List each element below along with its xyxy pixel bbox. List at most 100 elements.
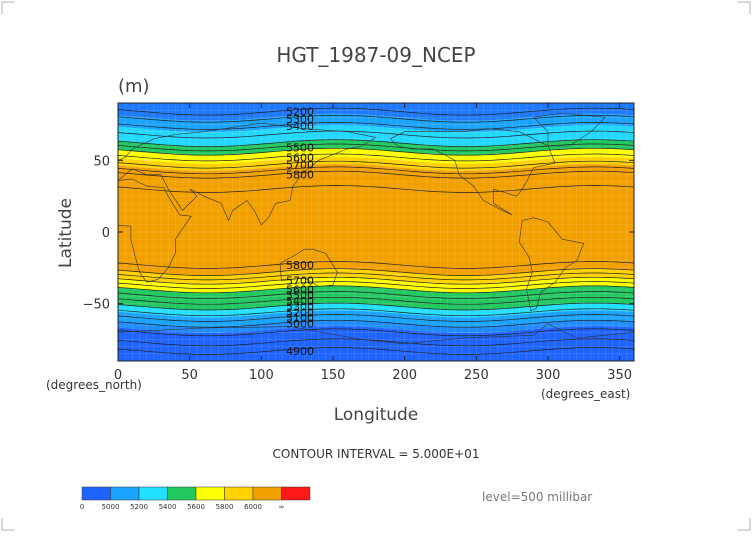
- y-axis-ticks: 50 0 −50: [83, 154, 634, 313]
- contour-line: [118, 347, 634, 355]
- colorbar-swatch: [138, 486, 168, 501]
- contour-line: [118, 314, 634, 322]
- x-tick-label: 50: [181, 368, 198, 383]
- colorbar-label: 0: [80, 503, 84, 511]
- contour-label: 5500: [286, 289, 314, 302]
- continent-outline: [390, 128, 556, 216]
- chart-title: HGT_1987-09_NCEP: [276, 43, 475, 67]
- contour-line: [118, 296, 634, 305]
- colorbar-swatch: [167, 486, 197, 501]
- colorbar-swatch: [195, 486, 225, 501]
- contour-label: 5300: [286, 301, 314, 314]
- contour-line: [118, 122, 634, 130]
- contour-label: 5200: [286, 306, 314, 319]
- color-band: [118, 125, 634, 147]
- contour-label: 4900: [286, 345, 314, 358]
- color-band: [118, 156, 634, 171]
- colorbar-label: 6000: [244, 503, 262, 511]
- x-tick-label: 100: [249, 368, 274, 383]
- x-axis-label: Longitude: [334, 405, 419, 425]
- contour-label: 5000: [286, 318, 314, 331]
- colorbar-swatch: [252, 486, 282, 501]
- contour-label: 5600: [286, 283, 314, 296]
- colorbar-swatch: [110, 486, 140, 501]
- color-band: [118, 171, 634, 276]
- y-axis-label: Latitude: [56, 198, 76, 268]
- color-band: [118, 320, 634, 333]
- contour-line: [118, 281, 634, 289]
- contour-label: 5300: [286, 113, 314, 126]
- contour-labels: 5200530054005500560057005800580057005600…: [286, 106, 314, 358]
- contour-line: [118, 261, 634, 269]
- x-axis-ticks: 0 50 100 150 200 250 300 350: [114, 103, 632, 383]
- colorbar-swatch: [224, 486, 254, 501]
- contour-line: [118, 285, 634, 294]
- contour-line: [118, 107, 634, 116]
- x-tick-label: 200: [392, 368, 417, 383]
- level-text: level=500 millibar: [482, 490, 592, 504]
- contour-label: 5700: [286, 159, 314, 172]
- color-band: [118, 268, 634, 285]
- colorbar-label: 5200: [130, 503, 148, 511]
- colorbar-label: 5600: [187, 503, 205, 511]
- contour-line: [118, 160, 634, 169]
- contour-line: [118, 185, 634, 193]
- color-band: [118, 139, 634, 156]
- y-unit-label: (degrees_north): [46, 378, 142, 392]
- contour-line: [118, 319, 634, 328]
- units-label: (m): [118, 76, 150, 97]
- x-tick-label: 300: [536, 368, 561, 383]
- colorbar: 0 5000 5200 5400 5600 5800 6000 ∞: [80, 486, 311, 511]
- colorbar-swatch: [281, 486, 311, 501]
- contour-line: [118, 153, 634, 162]
- contour-interval-text: CONTOUR INTERVAL = 5.000E+01: [273, 447, 480, 461]
- contour-line: [118, 268, 634, 276]
- continent-outline: [118, 323, 634, 345]
- contour-line: [118, 114, 634, 123]
- contour-label: 5400: [286, 120, 314, 133]
- x-tick-label: 150: [321, 368, 346, 383]
- contour-line: [118, 291, 634, 299]
- color-band: [118, 326, 634, 361]
- x-tick-label: 250: [464, 368, 489, 383]
- contour-label: 5800: [286, 259, 314, 272]
- y-tick-label: 0: [102, 226, 110, 241]
- color-band: [118, 164, 634, 179]
- x-tick-label: 0: [114, 368, 122, 383]
- y-tick-label: 50: [93, 154, 110, 169]
- contour-label: 5800: [286, 169, 314, 182]
- contour-line: [118, 166, 634, 175]
- colorbar-label: ∞: [279, 503, 285, 511]
- continent-outlines: [118, 112, 634, 345]
- contour-line: [118, 302, 634, 311]
- continent-outline: [533, 112, 606, 147]
- colorbar-swatch: [81, 486, 111, 501]
- colorbar-label: 5000: [102, 503, 120, 511]
- x-tick-label: 350: [607, 368, 632, 383]
- contour-lines: [118, 107, 634, 355]
- continent-outline: [118, 122, 377, 226]
- contour-label: 5700: [286, 275, 314, 288]
- color-band: [118, 277, 634, 293]
- continent-outline: [279, 248, 338, 287]
- contour-line: [118, 170, 634, 179]
- contour-line: [118, 276, 634, 285]
- contour-label: 5500: [286, 141, 314, 154]
- color-band: [118, 103, 634, 121]
- contour-label: 5100: [286, 312, 314, 325]
- continent-outline: [518, 217, 585, 312]
- color-band: [118, 293, 634, 310]
- contour-line: [118, 272, 634, 281]
- contour-label: 5200: [286, 106, 314, 119]
- color-band: [118, 148, 634, 164]
- continent-outline: [118, 178, 192, 283]
- contour-line: [118, 308, 634, 317]
- color-band: [118, 310, 634, 328]
- contour-line: [118, 328, 634, 337]
- contour-line: [118, 338, 634, 347]
- y-tick-label: −50: [83, 298, 110, 313]
- colorbar-label: 5400: [159, 503, 177, 511]
